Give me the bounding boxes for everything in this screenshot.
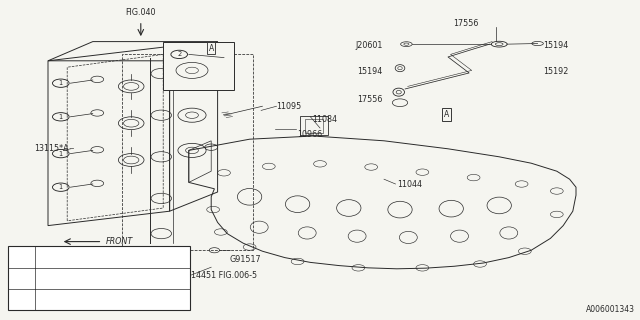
Text: 2: 2 bbox=[177, 52, 181, 57]
Text: 11044: 11044 bbox=[397, 180, 422, 188]
Text: A: A bbox=[444, 110, 449, 119]
Text: J20884 <-'13MY1303>: J20884 <-'13MY1303> bbox=[41, 274, 127, 283]
Text: A006001343: A006001343 bbox=[586, 305, 635, 314]
Text: 11084: 11084 bbox=[312, 115, 337, 124]
Text: J20883: J20883 bbox=[41, 252, 67, 261]
Text: 17556: 17556 bbox=[357, 95, 383, 104]
Text: FIG.040: FIG.040 bbox=[125, 8, 156, 17]
FancyBboxPatch shape bbox=[163, 42, 234, 90]
Text: FRONT: FRONT bbox=[106, 237, 133, 246]
Text: A: A bbox=[209, 44, 214, 52]
Text: 15192: 15192 bbox=[543, 67, 568, 76]
Text: J40811 <'13MY1304->: J40811 <'13MY1304-> bbox=[41, 295, 127, 304]
Text: G91517: G91517 bbox=[229, 255, 260, 264]
Text: 1: 1 bbox=[59, 184, 63, 190]
Text: 1: 1 bbox=[59, 151, 63, 156]
Text: J20601: J20601 bbox=[355, 41, 383, 50]
Text: 10966: 10966 bbox=[298, 130, 323, 139]
Text: 2: 2 bbox=[19, 276, 23, 281]
Text: 15194: 15194 bbox=[358, 67, 383, 76]
Text: 1: 1 bbox=[59, 80, 63, 86]
Text: 13115*A: 13115*A bbox=[35, 144, 69, 153]
Text: 15194: 15194 bbox=[543, 41, 568, 50]
Text: 17556: 17556 bbox=[453, 19, 479, 28]
Text: 11095: 11095 bbox=[276, 102, 301, 111]
Text: 1: 1 bbox=[19, 254, 23, 260]
FancyBboxPatch shape bbox=[8, 246, 190, 310]
Text: 14451 FIG.006-5: 14451 FIG.006-5 bbox=[191, 271, 257, 280]
Text: 1: 1 bbox=[59, 114, 63, 120]
